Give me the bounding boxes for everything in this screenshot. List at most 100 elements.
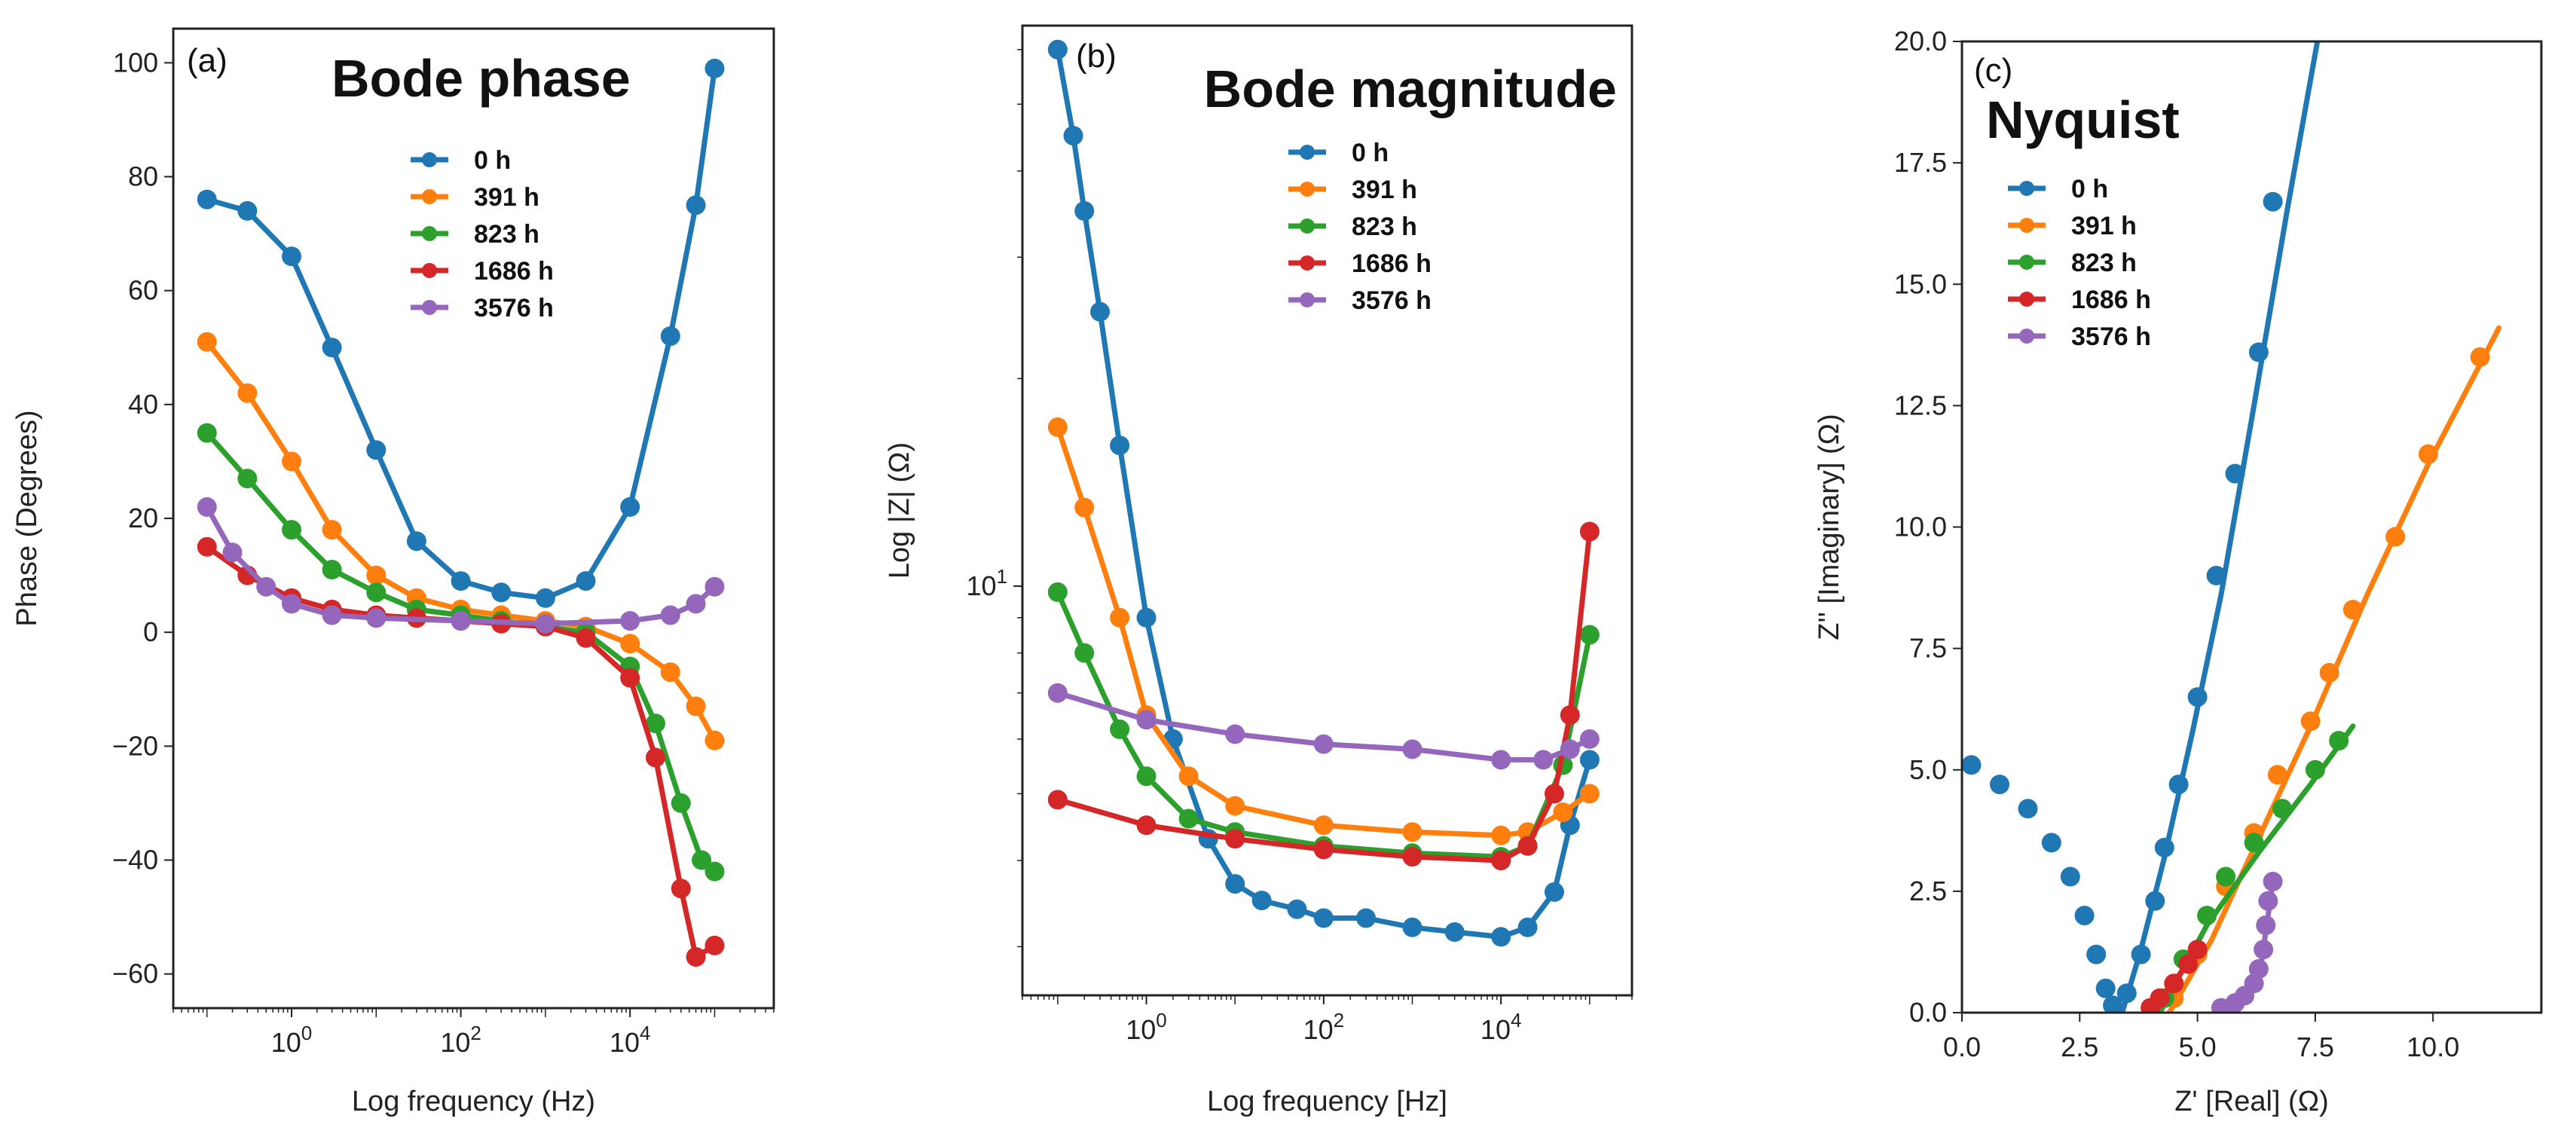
data-point — [1313, 815, 1334, 836]
data-point — [1962, 755, 1982, 775]
legend-marker — [2019, 255, 2034, 270]
data-point — [620, 634, 640, 654]
x-tick-label: 104 — [1481, 1009, 1522, 1045]
y-tick-label: 5.0 — [1909, 754, 1947, 785]
data-point — [2267, 765, 2287, 785]
data-point — [2168, 775, 2189, 795]
legend-label: 3576 h — [2071, 322, 2151, 351]
legend-marker — [422, 300, 437, 315]
x-axis-label: Log frequency (Hz) — [352, 1086, 595, 1117]
data-point — [1074, 643, 1095, 663]
legend-label: 0 h — [2071, 175, 2108, 203]
data-point — [1517, 917, 1538, 937]
series-3576-h — [1047, 683, 1600, 770]
data-point — [1491, 750, 1511, 770]
y-tick-label: 17.5 — [1894, 147, 1947, 178]
data-point — [2074, 906, 2095, 926]
x-axis-label: Log frequency [Hz] — [1207, 1086, 1447, 1117]
data-point — [197, 497, 217, 517]
data-point — [2305, 759, 2325, 780]
data-point — [1110, 607, 1130, 628]
data-point — [1251, 891, 1272, 911]
data-point — [1402, 739, 1422, 759]
data-point — [1990, 775, 2009, 795]
data-point — [197, 536, 217, 557]
axes-frame — [1021, 24, 1633, 997]
data-point — [406, 531, 426, 552]
data-point — [1136, 607, 1157, 628]
data-point — [1136, 710, 1157, 730]
panel-label: (a) — [187, 42, 228, 79]
data-point — [692, 850, 712, 870]
data-point — [1313, 734, 1334, 754]
data-point — [322, 560, 342, 579]
x-tick-label: 104 — [610, 1022, 651, 1058]
legend-marker — [2019, 292, 2034, 307]
legend-label: 1686 h — [1352, 249, 1432, 278]
data-point — [2150, 988, 2170, 1008]
x-tick-label: 5.0 — [2179, 1031, 2217, 1062]
data-point — [535, 588, 555, 608]
data-point — [2263, 872, 2283, 891]
y-tick-label: 0.0 — [1909, 997, 1947, 1028]
y-tick-label: 7.5 — [1909, 633, 1947, 664]
data-point — [451, 571, 471, 591]
data-point — [1225, 724, 1245, 744]
y-axis-label: Log |Z| (Ω) — [884, 442, 915, 579]
x-tick-label: 102 — [440, 1022, 481, 1058]
plot-area — [1962, 41, 2502, 1013]
data-point — [1579, 625, 1600, 645]
data-point — [660, 662, 680, 683]
legend-marker — [1300, 182, 1315, 197]
legend-label: 3576 h — [474, 294, 554, 322]
panel-label: (b) — [1076, 38, 1117, 75]
legend-label: 1686 h — [2071, 286, 2151, 314]
data-point — [2018, 799, 2038, 819]
data-point — [1313, 908, 1334, 928]
legend: 0 h 391 h 823 h 1686 h 3576 h — [1288, 139, 1432, 315]
data-point — [576, 628, 596, 648]
data-point — [2086, 944, 2107, 964]
data-point — [686, 696, 706, 717]
data-point — [2164, 973, 2184, 994]
x-tick-label: 0.0 — [1943, 1031, 1981, 1062]
axes-frame — [172, 27, 775, 1010]
data-point — [2263, 191, 2283, 212]
series-line — [2119, 41, 2321, 1013]
legend-label: 0 h — [1352, 139, 1389, 167]
y-tick-label: −40 — [112, 844, 158, 875]
data-point — [366, 608, 387, 628]
x-tick-label: 2.5 — [2061, 1031, 2098, 1062]
legend: 0 h 391 h 823 h 1686 h 3576 h — [2008, 175, 2151, 351]
data-point — [2256, 915, 2276, 935]
data-point — [1110, 436, 1130, 456]
data-point — [1356, 908, 1376, 928]
x-tick-label: 10.0 — [2406, 1031, 2459, 1062]
data-point — [1225, 796, 1245, 816]
data-point — [1313, 839, 1334, 860]
legend-label: 391 h — [474, 183, 539, 212]
data-point — [1047, 417, 1068, 437]
data-point — [1579, 729, 1600, 749]
data-point — [1444, 922, 1465, 942]
series-391-h — [2164, 325, 2502, 1013]
data-point — [2206, 565, 2226, 585]
data-point — [671, 793, 691, 813]
y-tick-label: 20 — [128, 503, 158, 533]
data-point — [2187, 687, 2208, 707]
y-tick-label: 15.0 — [1894, 268, 1947, 299]
series-3576-h — [2211, 872, 2283, 1013]
data-point — [366, 565, 387, 585]
data-point — [2060, 866, 2080, 887]
data-point — [197, 332, 217, 352]
data-point — [1074, 497, 1095, 518]
legend-label: 823 h — [1352, 212, 1417, 241]
data-point — [1136, 766, 1157, 787]
series-391-h — [1047, 417, 1600, 845]
data-point — [1178, 766, 1199, 787]
data-point — [282, 520, 301, 540]
y-tick-label: 0 — [143, 616, 158, 647]
y-axis-label: Z'' [Imaginary] (Ω) — [1814, 414, 1845, 640]
data-point — [2154, 837, 2174, 857]
